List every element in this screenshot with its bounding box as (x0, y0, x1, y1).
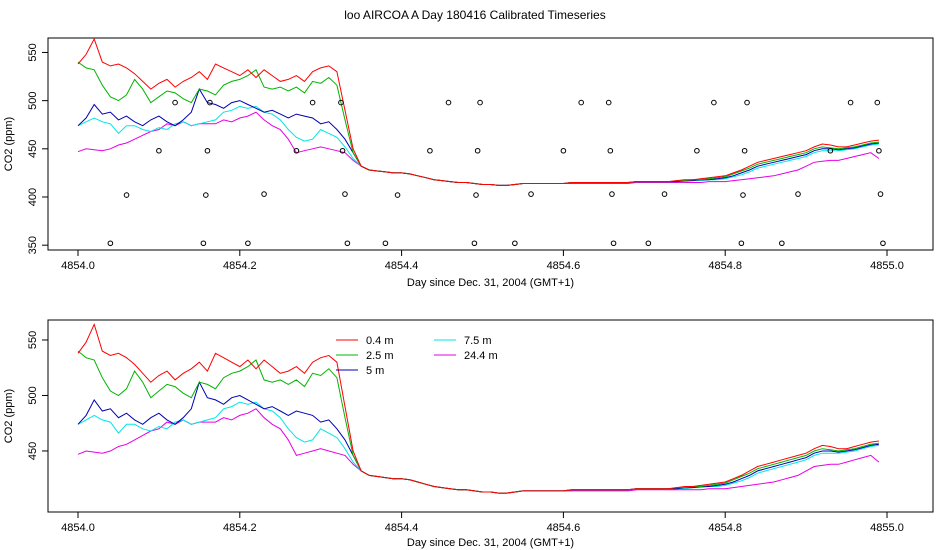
calibration-point (473, 192, 479, 198)
calibration-point (245, 240, 251, 247)
calibration-point (847, 99, 854, 106)
y-tick-label: 400 (27, 188, 39, 206)
series-line-5-m (77, 380, 879, 494)
calibration-point (123, 192, 130, 198)
calibration-point (609, 191, 615, 197)
legend-label: 24.4 m (464, 350, 498, 362)
legend-label: 7.5 m (464, 335, 492, 347)
x-tick-label: 4855.0 (870, 260, 904, 272)
plot-frame (47, 37, 934, 251)
y-tick-label: 450 (27, 442, 39, 460)
series-line-7-5-m (77, 105, 879, 186)
y-axis-title: CO2 (ppm) (3, 389, 15, 443)
calibration-point (445, 99, 452, 106)
x-tick-label: 4854.6 (547, 260, 581, 272)
calibration-point (309, 99, 316, 106)
calibration-point (394, 192, 401, 198)
calibration-point (741, 147, 748, 154)
x-tick-label: 4854.2 (223, 260, 257, 272)
series-line-7-5-m (77, 401, 879, 494)
calibration-point (779, 240, 785, 247)
y-tick-label: 500 (27, 386, 39, 404)
x-tick-label: 4854.0 (61, 260, 95, 272)
y-tick-label: 550 (27, 331, 39, 349)
series-line-0-4-m (77, 322, 879, 494)
calibration-point (293, 147, 300, 154)
calibration-point (512, 240, 518, 247)
y-tick-label: 550 (27, 43, 39, 61)
legend-label: 0.4 m (366, 335, 394, 347)
calibration-point (645, 240, 652, 247)
calibration-point (694, 147, 700, 154)
calibration-point (427, 147, 433, 154)
calibration-point (744, 99, 750, 106)
y-tick-label: 500 (27, 91, 39, 109)
x-tick-label: 4854.8 (708, 260, 742, 272)
plot-frame (47, 319, 934, 513)
calibration-point (339, 147, 346, 154)
x-axis-title: Day since Dec. 31, 2004 (GMT+1) (407, 277, 574, 289)
calibration-point (342, 191, 348, 197)
calibration-point (795, 191, 801, 197)
legend-label: 2.5 m (366, 350, 394, 362)
calibration-point (471, 240, 478, 247)
calibration-point (876, 147, 882, 154)
y-tick-label: 350 (27, 236, 39, 254)
calibration-point (605, 99, 612, 106)
calibration-point (172, 99, 178, 106)
calibration-point (827, 147, 834, 154)
x-tick-label: 4854.8 (708, 522, 742, 534)
x-tick-label: 4854.4 (385, 260, 419, 272)
calibration-point (610, 240, 617, 247)
page-title: loo AIRCOA A Day 180416 Calibrated Times… (344, 8, 606, 22)
x-tick-label: 4854.2 (223, 522, 257, 534)
calibration-point (877, 191, 884, 197)
calibration-point (156, 147, 162, 154)
calibration-point (661, 191, 668, 197)
x-tick-label: 4854.0 (61, 522, 95, 534)
calibration-point (578, 99, 584, 106)
calibration-point (261, 191, 267, 197)
calibration-point (711, 99, 717, 106)
calibration-point (607, 147, 614, 154)
calibration-point (874, 99, 881, 106)
calibration-point (207, 99, 213, 106)
calibration-point (204, 147, 211, 154)
calibration-point (200, 240, 207, 247)
calibration-point (528, 191, 534, 197)
series-line-24-4-m (77, 408, 880, 494)
y-tick-label: 450 (27, 140, 39, 158)
calibration-point (203, 192, 209, 198)
calibration-point (740, 192, 746, 198)
calibration-point (880, 240, 886, 247)
calibration-point (107, 240, 114, 247)
series-line-0-4-m (77, 37, 879, 186)
calibration-point (344, 240, 351, 247)
legend-label: 5 m (366, 365, 384, 377)
calibration-point (382, 240, 389, 247)
calibration-point (738, 240, 745, 247)
x-tick-label: 4855.0 (870, 522, 904, 534)
calibration-point (560, 147, 567, 154)
calibration-point (338, 99, 344, 106)
calibration-point (477, 99, 483, 106)
calibration-point (474, 147, 481, 154)
x-axis-title: Day since Dec. 31, 2004 (GMT+1) (407, 537, 574, 549)
y-axis-title: CO2 (ppm) (3, 117, 15, 171)
x-tick-label: 4854.6 (547, 522, 581, 534)
x-tick-label: 4854.4 (385, 522, 419, 534)
